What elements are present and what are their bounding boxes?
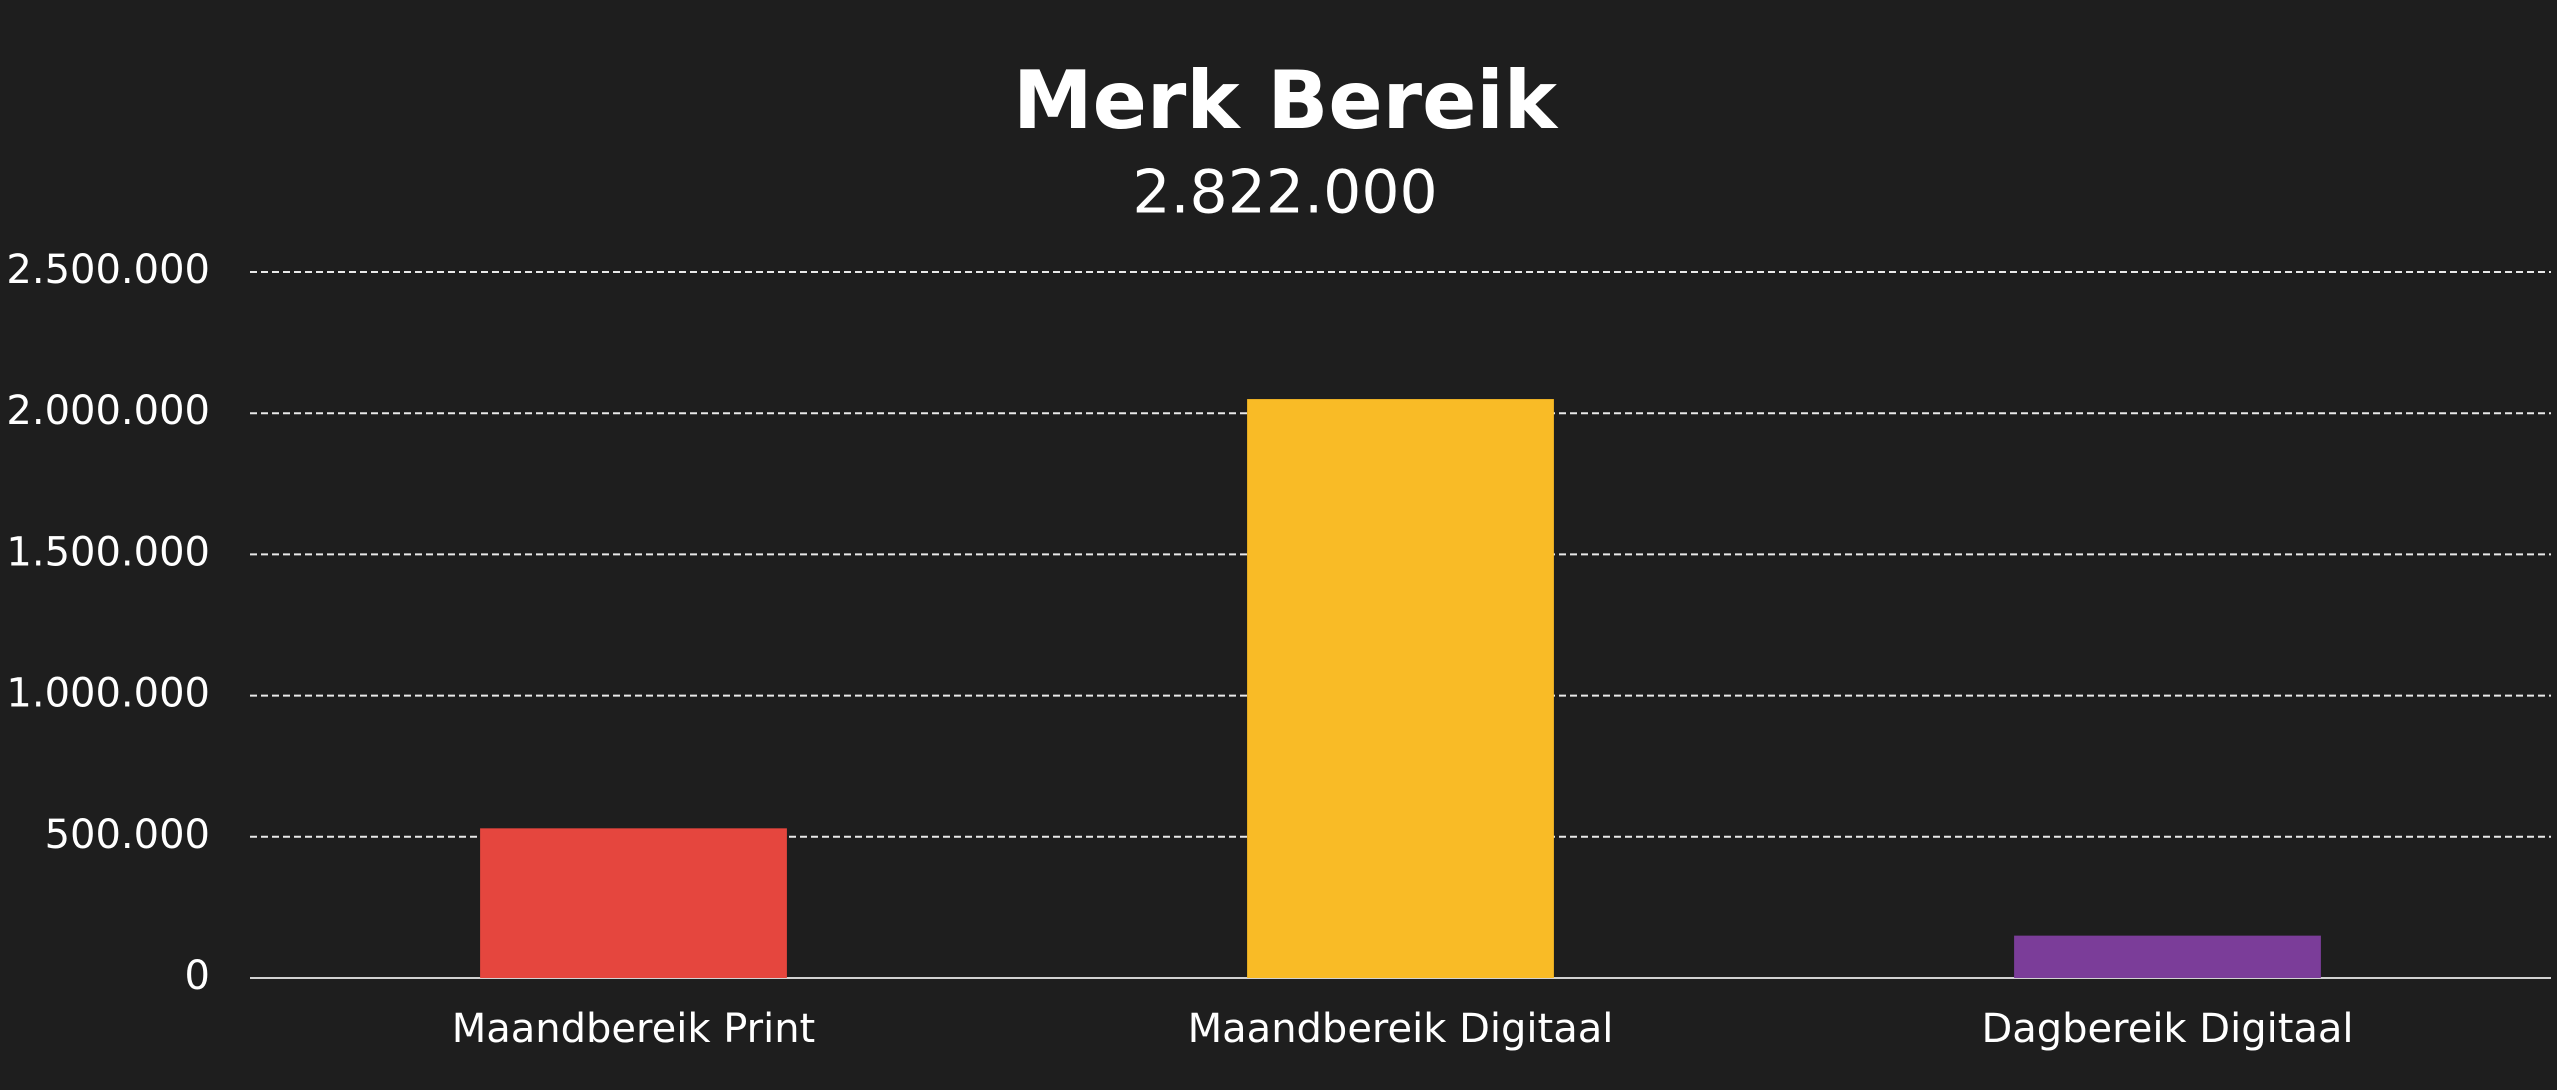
y-tick-label: 2.000.000 (6, 388, 210, 434)
y-tick-label: 1.000.000 (6, 671, 210, 717)
x-tick-label: Maandbereik Print (452, 1006, 815, 1052)
x-tick-label: Dagbereik Digitaal (1981, 1006, 2353, 1052)
chart-subtitle: 2.822.000 (1132, 158, 1437, 228)
bar (2014, 935, 2321, 978)
y-tick-label: 2.500.000 (6, 247, 210, 293)
y-tick-label: 500.000 (45, 812, 210, 858)
y-tick-label: 0 (185, 953, 210, 999)
x-tick-label: Maandbereik Digitaal (1188, 1006, 1614, 1052)
chart-title: Merk Bereik (1013, 54, 1559, 147)
bar (480, 828, 787, 978)
bar (1247, 399, 1554, 979)
y-tick-label: 1.500.000 (6, 529, 210, 575)
